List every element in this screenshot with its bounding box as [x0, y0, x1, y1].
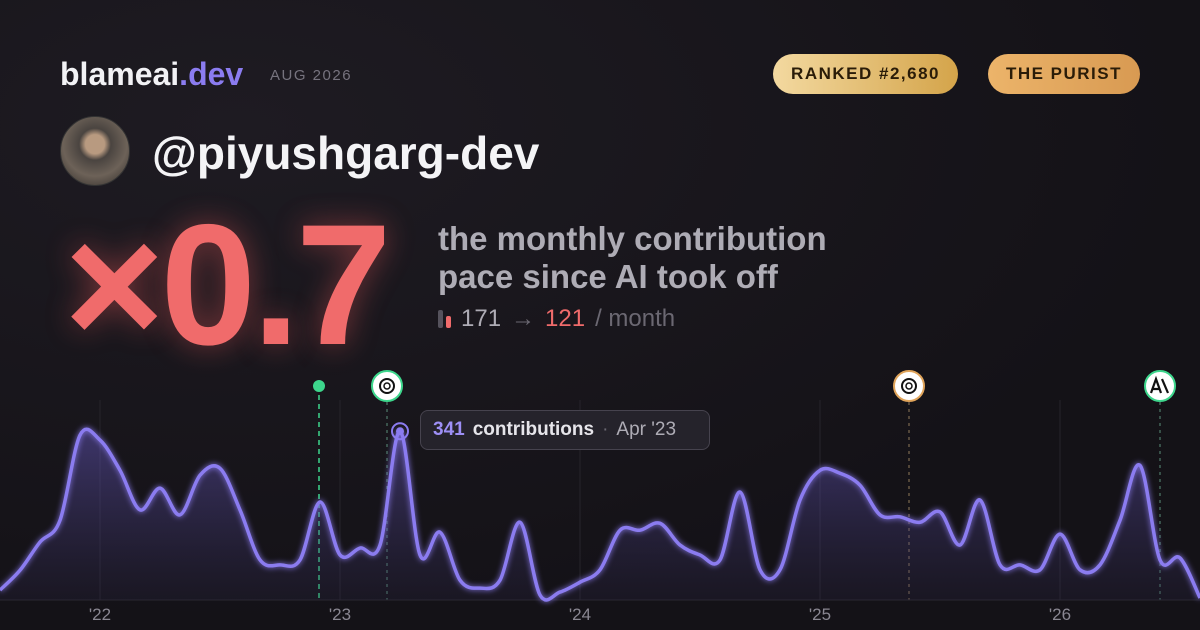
x-tick-label: '25: [809, 605, 831, 624]
period: AUG 2026: [270, 67, 353, 84]
openai-icon: [371, 370, 403, 402]
handle: @piyushgarg-dev: [152, 127, 540, 179]
tooltip: 341 contributions · Apr '23: [420, 410, 710, 450]
pace-unit: / month: [595, 305, 676, 332]
tooltip-unit: contributions: [472, 419, 595, 440]
rank-badge: RANKED #2,680: [773, 54, 958, 94]
multiplier: ×0.7: [64, 189, 392, 381]
description-line: pace since AI took off: [438, 258, 778, 295]
highlight-ring: [391, 422, 409, 441]
highlight-dot: [396, 427, 404, 436]
avatar: [60, 116, 130, 186]
tooltip-date: Apr '23: [616, 419, 677, 440]
pace-icon: [438, 310, 451, 328]
tooltip-value: 341: [433, 419, 465, 440]
x-tick-label: '24: [569, 605, 591, 624]
x-tick-label: '22: [89, 605, 111, 624]
description: the monthly contribution pace since AI to…: [438, 220, 827, 296]
pace-after: 121: [545, 305, 586, 332]
x-tick-label: '23: [329, 605, 351, 624]
area: [0, 429, 1200, 600]
separator: ·: [602, 419, 609, 440]
anthropic-icon: [1144, 370, 1176, 402]
x-tick-label: '26: [1049, 605, 1071, 624]
title-badge: THE PURIST: [987, 54, 1140, 94]
pace-stats: 171 → 121 / month: [438, 305, 675, 333]
pace-before: 171: [461, 305, 502, 332]
brand-name: blameai: [60, 56, 180, 92]
brand-tld: .dev: [179, 56, 244, 92]
line: [0, 427, 1200, 602]
openai-icon: [893, 370, 925, 402]
event-dot: [313, 380, 325, 392]
arrow: →: [511, 305, 536, 332]
brand: blameai.dev: [60, 56, 243, 93]
description-line: the monthly contribution: [438, 220, 827, 257]
